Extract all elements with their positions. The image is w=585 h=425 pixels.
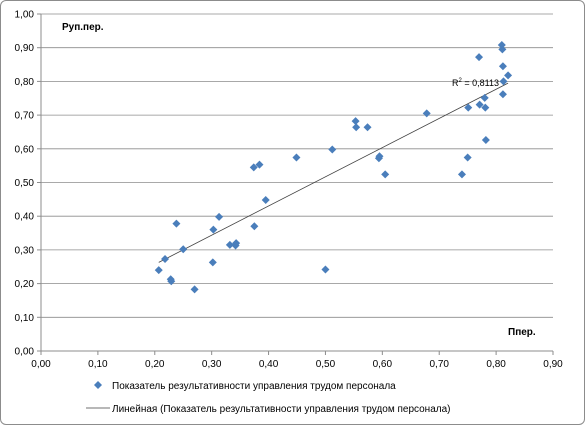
x-tick-label: 0,10: [88, 359, 108, 370]
data-point: [172, 219, 181, 228]
data-point: [498, 90, 507, 99]
y-axis-title: Руп.пер.: [62, 22, 104, 33]
data-point: [481, 103, 490, 112]
y-tick-label: 0,20: [15, 279, 35, 290]
x-axis-tick-labels: 0,00 0,10 0,20 0,30 0,40 0,50 0,60 0,70 0,80 0,90: [31, 359, 563, 370]
gridlines: [37, 13, 554, 355]
data-point: [463, 153, 472, 162]
data-point: [363, 123, 372, 132]
data-point: [328, 145, 337, 154]
y-tick-label: 0,00: [15, 347, 35, 358]
data-point: [209, 225, 218, 234]
legend-entry-scatter: Показатель результативности управления т…: [112, 381, 396, 392]
data-point: [351, 117, 360, 126]
data-point: [499, 77, 508, 86]
data-point: [232, 239, 241, 248]
x-tick-label: 0,20: [145, 359, 165, 370]
x-tick-label: 0,60: [373, 359, 393, 370]
data-point: [381, 170, 390, 179]
trendline-path: [158, 82, 509, 263]
data-point: [480, 93, 489, 102]
y-tick-label: 1,00: [15, 10, 35, 21]
legend: Показатель результативности управления т…: [86, 381, 451, 415]
r-squared-prefix: R: [452, 78, 459, 88]
x-tick-label: 0,90: [543, 359, 563, 370]
data-point: [504, 71, 513, 80]
data-point: [261, 196, 270, 205]
data-point: [321, 265, 330, 274]
x-tick-label: 0,40: [259, 359, 279, 370]
data-point: [292, 153, 301, 162]
data-point: [250, 222, 259, 231]
data-point: [154, 266, 163, 275]
data-point: [498, 62, 507, 71]
data-point: [375, 152, 384, 161]
y-tick-label: 0,90: [15, 43, 35, 54]
x-tick-label: 0,70: [429, 359, 449, 370]
y-tick-label: 0,30: [15, 245, 35, 256]
y-tick-label: 0,50: [15, 178, 35, 189]
y-tick-label: 0,10: [15, 313, 35, 324]
data-point: [225, 240, 234, 249]
data-point: [422, 109, 431, 118]
data-point: [457, 170, 466, 179]
r-squared-annotation: R2 = 0,8113: [452, 78, 499, 88]
data-point: [481, 136, 490, 145]
legend-entry-trendline: Линейная (Показатель результативности уп…: [112, 404, 451, 415]
x-tick-label: 0,50: [316, 359, 336, 370]
data-point: [215, 212, 224, 221]
data-point: [464, 103, 473, 112]
data-point: [255, 160, 264, 169]
axes: [40, 14, 553, 352]
data-point: [352, 123, 361, 132]
y-tick-label: 0,70: [15, 111, 35, 122]
data-point: [179, 245, 188, 254]
y-tick-label: 0,80: [15, 77, 35, 88]
x-tick-label: 0,00: [31, 359, 51, 370]
r-squared-value: = 0,8113: [462, 78, 499, 88]
x-tick-label: 0,80: [486, 359, 506, 370]
trendline: [158, 82, 509, 263]
legend-marker-scatter: [94, 381, 102, 389]
data-point: [161, 254, 170, 263]
data-point: [208, 258, 217, 267]
r-squared-superscript: 2: [459, 78, 463, 84]
data-point: [167, 277, 176, 286]
y-tick-label: 0,40: [15, 212, 35, 223]
data-points: [154, 41, 513, 294]
data-point: [475, 53, 484, 62]
data-point: [498, 45, 507, 54]
data-point: [249, 163, 258, 172]
y-axis-tick-labels: 0,00 0,10 0,20 0,30 0,40 0,50 0,60 0,70 0,80 0,90…: [15, 10, 35, 358]
data-point: [475, 100, 484, 109]
y-tick-label: 0,60: [15, 144, 35, 155]
x-axis-title: Ппер.: [508, 327, 536, 338]
x-tick-label: 0,30: [202, 359, 222, 370]
data-point: [190, 285, 199, 294]
